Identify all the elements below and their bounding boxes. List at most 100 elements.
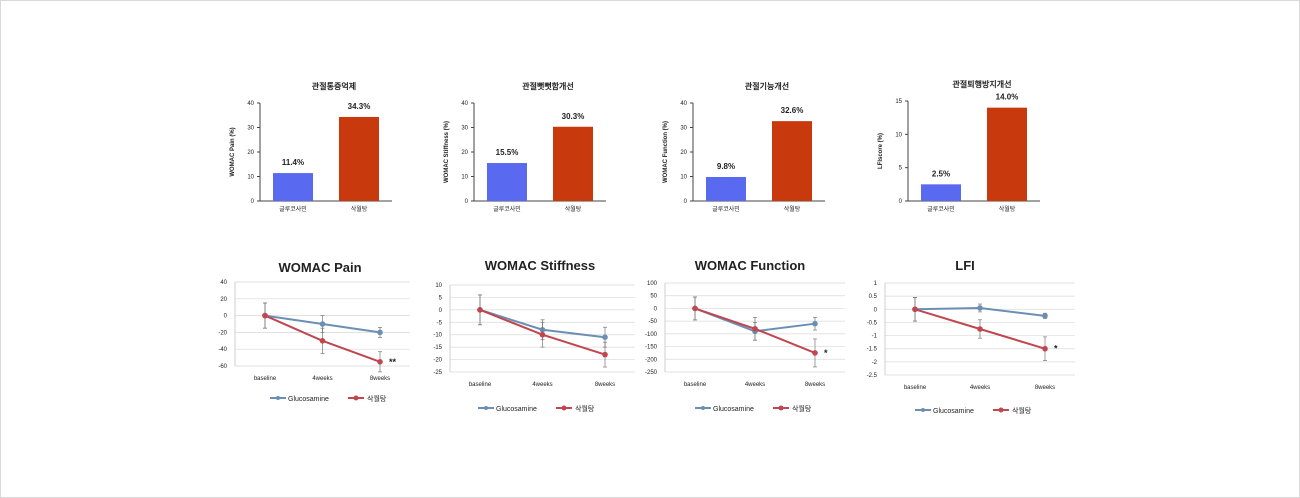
y-tick-label: 0 [899,199,903,205]
x-tick-label: 삭월탕 [565,205,582,213]
y-tick-label: -100 [645,332,658,338]
y-tick-label: 30 [461,126,468,132]
bar [987,107,1027,201]
x-tick-label: 4weeks [745,382,765,388]
y-tick-label: 0 [439,308,443,314]
bar-data-label: 32.6% [781,106,804,115]
y-tick-label: -2 [872,360,878,366]
data-point [1042,313,1048,319]
bar-data-label: 30.3% [562,112,585,121]
data-point [977,305,983,311]
y-tick-label: 15 [895,99,902,105]
data-point [602,334,608,341]
data-point [319,321,326,327]
data-point [377,359,383,365]
y-tick-label: 10 [435,283,442,289]
x-tick-label: baseline [469,382,492,388]
y-tick-label: -40 [218,347,227,353]
bar-chart-3: 관절기능개선 WOMAC Function (%) 0 10 20 30 40 9.8% 글루코… [663,81,825,213]
legend-label: Glucosamine [288,396,329,403]
bar-chart-1: 관절통증억제 WOMAC Pain (%) 0 10 20 30 40 11.4% 글루코사민 3… [230,81,392,213]
significance-marker: * [824,348,828,358]
x-tick-label: baseline [684,382,707,388]
data-point [692,305,698,312]
legend-marker [701,406,705,410]
data-point [539,331,546,338]
legend-marker [998,407,1004,413]
line-chart-title: WOMAC Stiffness [485,258,596,273]
data-point [262,312,268,319]
bar [921,184,961,201]
legend-marker [921,408,925,412]
y-tick-label: 5 [899,166,903,172]
y-tick-label: -1.5 [867,347,878,353]
legend-label: 삭월탕 [792,404,812,413]
x-tick-label: 삭월탕 [999,205,1016,213]
bar-data-label: 15.5% [496,148,519,157]
y-tick-label: -2.5 [867,373,878,379]
y-tick-label: 0 [684,199,688,205]
bar [706,176,746,201]
line-chart-title: WOMAC Pain [278,260,361,275]
y-tick-label: 10 [895,132,902,138]
data-point [812,350,818,356]
significance-marker: ** [389,357,397,367]
data-point [912,306,918,313]
line-chart-title: LFI [955,258,975,273]
y-tick-label: 0 [874,307,878,313]
y-tick-label: 1 [874,281,878,287]
legend-label: Glucosamine [933,408,974,415]
y-tick-label: 20 [247,150,254,156]
y-tick-label: -250 [645,370,658,376]
line-chart-1: WOMAC Pain 40 20 0 -20 -40 -60 baseline 4weeks 8w… [218,260,410,403]
y-tick-label: -60 [218,364,227,370]
bar-chart-title: 관절퇴행방지개선 [953,79,1012,89]
bar-chart-title: 관절뻣뻣함개선 [522,81,574,91]
legend-label: 삭월탕 [1012,406,1032,415]
y-tick-label: 40 [220,280,227,286]
bar-data-label: 9.8% [717,162,735,171]
y-tick-label: 5 [439,295,443,301]
line-chart-3: WOMAC Function 100 50 0 -50 -100 -150 -200 -250 b… [645,258,845,413]
x-tick-label: 8weeks [595,382,615,388]
bar-data-label: 14.0% [996,93,1019,102]
y-tick-label: 0 [224,314,228,320]
y-tick-label: 40 [680,101,687,107]
y-tick-label: 0 [654,306,658,312]
data-point [752,325,758,332]
data-point [602,351,608,358]
bar-chart-ylabel: WOMAC Stiffness (%) [444,121,450,183]
legend-marker [484,406,488,410]
y-tick-label: -10 [433,333,442,339]
bar-chart-title: 관절기능개선 [745,81,789,91]
x-tick-label: 글루코사민 [712,205,740,213]
y-tick-label: 50 [650,294,657,300]
x-tick-label: 삭월탕 [351,205,368,213]
y-tick-label: 40 [247,101,254,107]
y-tick-label: 10 [461,175,468,181]
y-tick-label: -200 [645,357,658,363]
x-tick-label: baseline [254,376,277,382]
y-tick-label: 10 [680,175,687,181]
legend-marker [561,405,567,411]
y-tick-label: 30 [680,126,687,132]
x-tick-label: 4weeks [312,376,332,382]
legend-label: Glucosamine [496,406,537,413]
x-tick-label: 8weeks [805,382,825,388]
legend-marker [778,405,784,411]
legend-marker [276,396,280,400]
y-tick-label: -25 [433,370,442,376]
data-point [977,326,983,332]
x-tick-label: 글루코사민 [493,205,521,213]
significance-marker: * [1054,344,1058,354]
legend-label: Glucosamine [713,406,754,413]
x-tick-label: 4weeks [532,382,552,388]
bar-chart-title: 관절통증억제 [312,81,356,91]
bar-chart-2: 관절뻣뻣함개선 WOMAC Stiffness (%) 0 10 20 30 40 15.5%… [444,81,606,213]
x-tick-label: 글루코사민 [927,205,955,213]
y-tick-label: 40 [461,101,468,107]
legend-label: 삭월탕 [367,394,387,403]
data-point [477,307,483,313]
bar [273,173,313,201]
